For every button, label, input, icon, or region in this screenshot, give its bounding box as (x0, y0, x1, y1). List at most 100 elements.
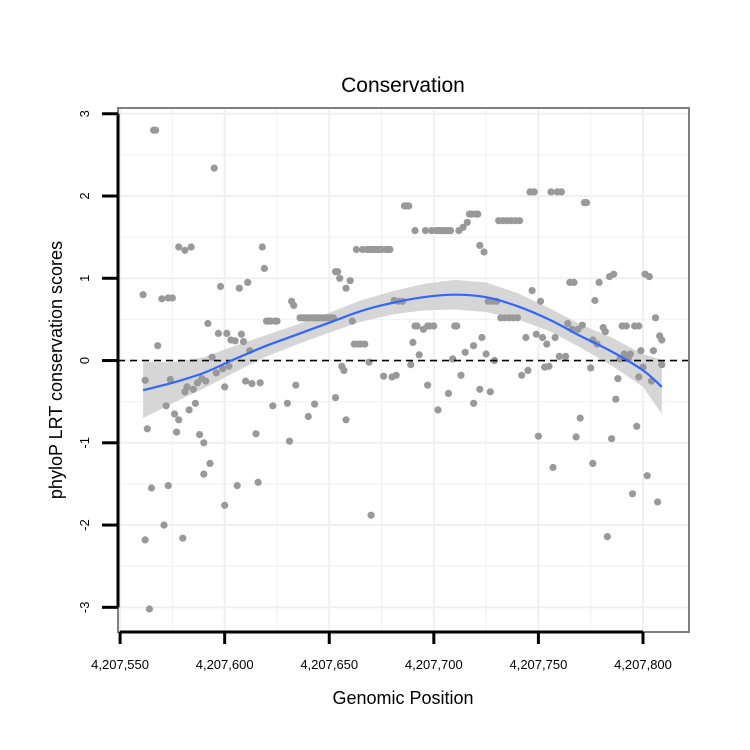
data-point (633, 422, 641, 430)
data-point (239, 338, 248, 346)
data-point (587, 364, 595, 372)
data-point (459, 223, 467, 231)
data-point (175, 416, 183, 424)
data-point (572, 433, 580, 441)
data-point (348, 317, 356, 325)
data-point (204, 319, 212, 328)
x-axis-title: Genomic Position (332, 688, 473, 708)
smooth-line-group (142, 293, 663, 392)
data-point (145, 605, 153, 613)
data-point (141, 376, 149, 384)
data-point (139, 291, 147, 299)
data-point (409, 338, 417, 346)
data-point (170, 410, 179, 418)
data-point (386, 245, 394, 254)
data-point (595, 278, 603, 286)
data-point (200, 470, 208, 478)
data-point (365, 358, 373, 366)
data-point (543, 340, 551, 348)
data-point (352, 245, 360, 254)
data-point (628, 490, 637, 498)
data-point (457, 371, 465, 379)
data-point (551, 333, 559, 342)
data-point (407, 361, 415, 369)
data-point (557, 188, 566, 196)
data-point (258, 243, 266, 251)
y-tick-label: 0 (77, 357, 92, 364)
data-point (658, 336, 666, 344)
data-point (256, 379, 264, 387)
data-point (346, 277, 354, 285)
data-point (637, 347, 645, 355)
data-point (283, 399, 291, 407)
data-point (413, 322, 421, 330)
data-point (233, 482, 241, 490)
data-point (219, 365, 227, 373)
data-point (189, 385, 197, 393)
y-tick-label: -1 (77, 437, 92, 449)
data-point (248, 380, 256, 388)
data-point (578, 321, 586, 329)
smooth-fit-line (142, 293, 663, 392)
data-point (635, 322, 643, 330)
data-point (175, 243, 183, 251)
data-point (614, 375, 622, 383)
data-point (185, 406, 193, 414)
data-point (158, 295, 166, 303)
data-point (221, 501, 229, 509)
data-point (164, 482, 172, 490)
data-point (589, 459, 597, 467)
data-point (242, 377, 250, 385)
y-tick-label: -3 (77, 602, 92, 614)
data-point (470, 342, 478, 350)
data-point (562, 352, 570, 360)
chart-title: Conservation (341, 74, 465, 97)
data-point (415, 351, 423, 359)
data-point (260, 264, 268, 272)
data-point (196, 431, 204, 439)
data-point (476, 385, 484, 393)
data-point (444, 389, 453, 397)
y-tick-label: 3 (77, 110, 92, 117)
data-point (141, 536, 149, 544)
data-point (292, 381, 300, 389)
data-point (191, 399, 199, 407)
data-point (654, 498, 662, 506)
data-point (162, 402, 170, 410)
data-point (513, 314, 522, 322)
data-point (361, 340, 369, 348)
data-point (463, 218, 471, 226)
y-axis-title: phyloP LRT conservation scores (46, 241, 66, 499)
data-point (269, 402, 277, 410)
data-point (534, 432, 543, 440)
data-point (235, 284, 243, 292)
data-point (187, 243, 195, 251)
data-point (212, 369, 220, 377)
data-points (139, 126, 666, 613)
data-point (285, 437, 294, 445)
data-point (626, 350, 635, 358)
data-point (183, 383, 191, 391)
data-point (237, 330, 245, 338)
data-point (411, 227, 419, 235)
axes: 4,207,550 4,207,600 4,207,650 4,207,700 4,20… (77, 110, 672, 672)
confidence-ribbon (143, 279, 662, 419)
data-point (147, 484, 156, 492)
data-point (530, 188, 538, 196)
y-tick-label: 1 (77, 275, 92, 282)
x-tick-label: 4,207,650 (300, 657, 358, 672)
data-point (216, 282, 225, 291)
data-point (405, 202, 413, 210)
data-point (340, 366, 348, 374)
data-point (570, 278, 578, 286)
data-point (601, 328, 609, 336)
x-tick-label: 4,207,750 (509, 657, 567, 672)
data-point (643, 472, 651, 480)
data-point (470, 399, 478, 407)
data-point (478, 333, 486, 342)
data-point (208, 353, 216, 361)
data-point (658, 361, 666, 369)
data-point (336, 274, 344, 282)
data-point (290, 301, 298, 309)
